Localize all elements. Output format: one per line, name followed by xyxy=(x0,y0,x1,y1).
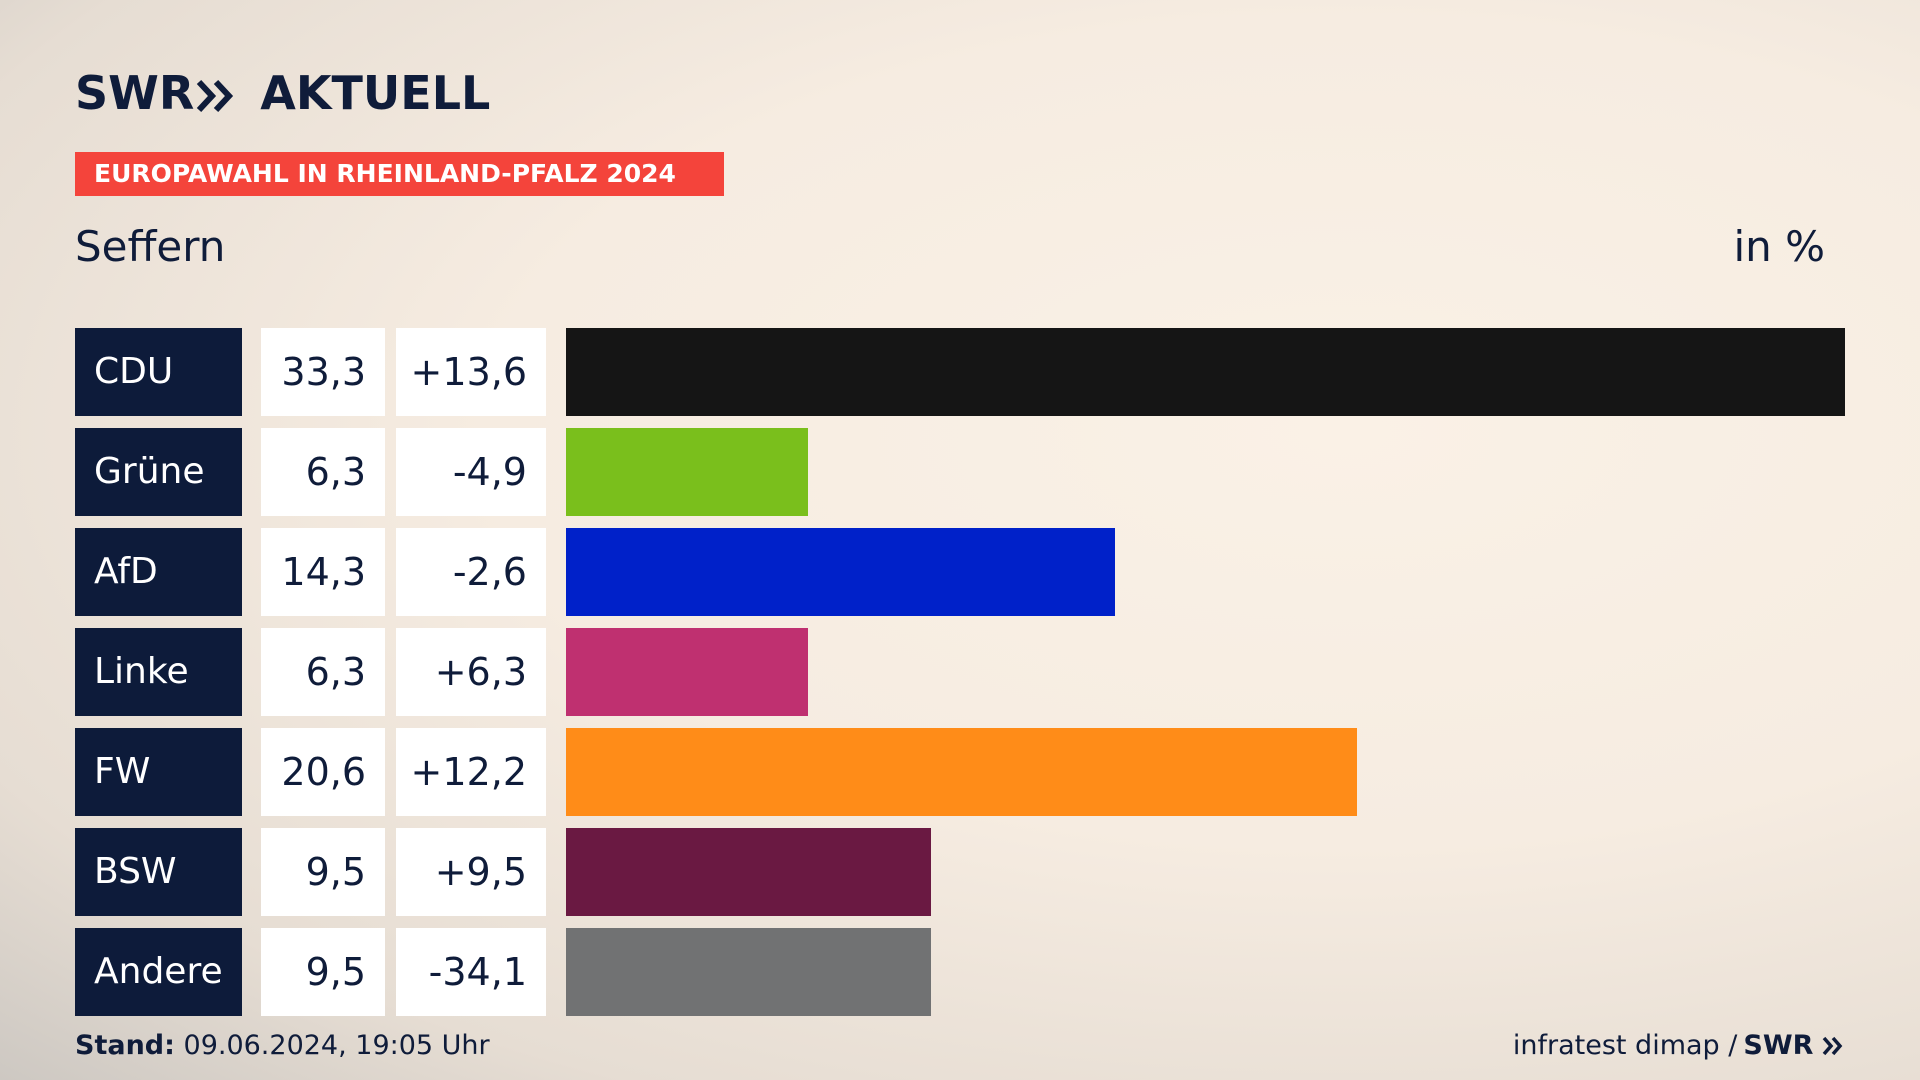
swr-aktuell-logo: SWR AKTUELL xyxy=(75,66,491,120)
party-row: CDU 33,3 +13,6 xyxy=(0,328,1920,416)
bar-fw xyxy=(566,728,1357,816)
bar-afd xyxy=(566,528,1115,616)
logo-aktuell-text: AKTUELL xyxy=(260,66,491,120)
party-row: Linke 6,3 +6,3 xyxy=(0,628,1920,716)
diff-value: -4,9 xyxy=(396,428,546,516)
party-row: Andere 9,5 -34,1 xyxy=(0,928,1920,1016)
bar-bsw xyxy=(566,828,931,916)
bar-cdu xyxy=(566,328,1845,416)
source-text: infratest dimap / xyxy=(1512,1030,1738,1061)
source-credit: infratest dimap / SWR xyxy=(1513,1030,1844,1061)
share-value: 14,3 xyxy=(261,528,385,616)
stand-label: Stand: xyxy=(75,1030,175,1061)
party-label: AfD xyxy=(75,528,242,616)
party-label: Linke xyxy=(75,628,242,716)
share-value: 9,5 xyxy=(261,928,385,1016)
party-row: FW 20,6 +12,2 xyxy=(0,728,1920,816)
diff-value: +9,5 xyxy=(396,828,546,916)
bar-grüne xyxy=(566,428,808,516)
logo-swr-text: SWR xyxy=(75,66,195,120)
logo-chevron-icon xyxy=(196,68,236,119)
diff-value: -2,6 xyxy=(396,528,546,616)
diff-value: +12,2 xyxy=(396,728,546,816)
share-value: 9,5 xyxy=(261,828,385,916)
election-tag: EUROPAWAHL IN RHEINLAND-PFALZ 2024 xyxy=(75,152,724,196)
timestamp: Stand: 09.06.2024, 19:05 Uhr xyxy=(75,1030,490,1061)
share-value: 6,3 xyxy=(261,428,385,516)
party-label: FW xyxy=(75,728,242,816)
party-label: Andere xyxy=(75,928,242,1016)
location-title: Seffern xyxy=(75,222,226,271)
party-row: Grüne 6,3 -4,9 xyxy=(0,428,1920,516)
party-label: CDU xyxy=(75,328,242,416)
diff-value: -34,1 xyxy=(396,928,546,1016)
party-label: BSW xyxy=(75,828,242,916)
diff-value: +6,3 xyxy=(396,628,546,716)
share-value: 6,3 xyxy=(261,628,385,716)
source-chevron-icon xyxy=(1822,1036,1843,1056)
party-row: AfD 14,3 -2,6 xyxy=(0,528,1920,616)
source-swr-logo: SWR xyxy=(1743,1030,1814,1061)
share-value: 33,3 xyxy=(261,328,385,416)
share-value: 20,6 xyxy=(261,728,385,816)
stand-value: 09.06.2024, 19:05 Uhr xyxy=(183,1030,490,1061)
bar-linke xyxy=(566,628,808,716)
bar-andere xyxy=(566,928,931,1016)
party-row: BSW 9,5 +9,5 xyxy=(0,828,1920,916)
diff-value: +13,6 xyxy=(396,328,546,416)
party-label: Grüne xyxy=(75,428,242,516)
unit-label: in % xyxy=(1733,222,1825,271)
